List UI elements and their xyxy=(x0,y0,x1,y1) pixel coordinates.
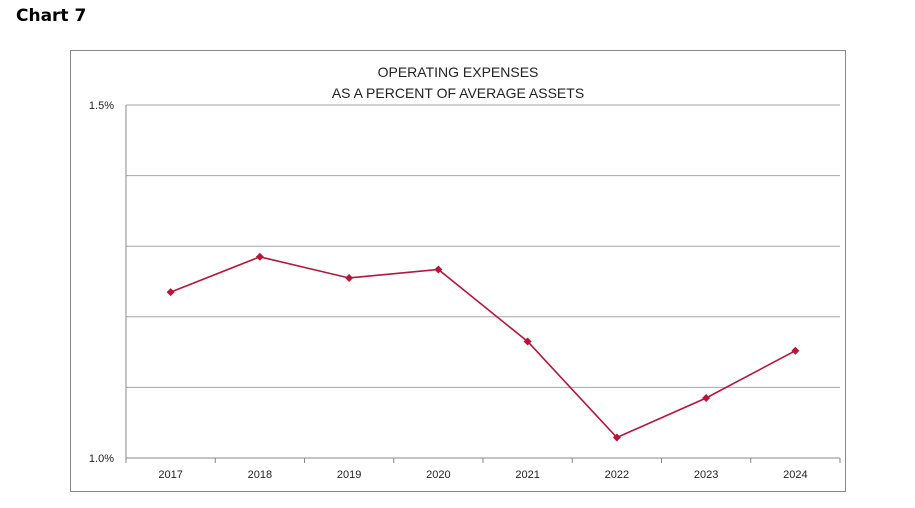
chart-heading: Chart 7 xyxy=(16,6,87,26)
data-point-2024 xyxy=(791,346,800,355)
data-point-2021 xyxy=(523,337,532,346)
x-axis-tick-labels: 2017 2018 2019 2020 2021 2022 2023 2024 xyxy=(158,469,807,481)
x-tick-label-2019: 2019 xyxy=(337,469,361,481)
y-tick-label-1-0: 1.0% xyxy=(89,453,114,465)
x-tick-label-2017: 2017 xyxy=(158,469,182,481)
y-axis-tick-labels: 1.5% 1.0% xyxy=(89,100,114,465)
y-tick-label-1-5: 1.5% xyxy=(89,100,114,112)
x-tick-label-2021: 2021 xyxy=(515,469,539,481)
chart-frame xyxy=(70,50,846,492)
gridlines xyxy=(126,104,840,388)
data-point-2018 xyxy=(255,252,264,261)
x-tick-label-2018: 2018 xyxy=(248,469,272,481)
axes xyxy=(125,105,841,463)
series xyxy=(166,252,800,442)
data-point-2020 xyxy=(434,265,443,274)
series-line-0 xyxy=(170,255,796,439)
chart-title-line-1: OPERATING EXPENSES xyxy=(378,64,539,80)
chart-title-line-2: AS A PERCENT OF AVERAGE ASSETS xyxy=(332,85,584,101)
x-tick-label-2020: 2020 xyxy=(426,469,450,481)
data-point-2022 xyxy=(612,433,621,442)
data-point-2023 xyxy=(702,393,711,402)
x-tick-label-2022: 2022 xyxy=(605,469,629,481)
x-tick-label-2023: 2023 xyxy=(694,469,718,481)
x-tick-label-2024: 2024 xyxy=(783,469,807,481)
data-point-2019 xyxy=(345,273,354,282)
chart-title: OPERATING EXPENSES AS A PERCENT OF AVERAG… xyxy=(332,64,584,101)
data-point-2017 xyxy=(166,288,175,297)
